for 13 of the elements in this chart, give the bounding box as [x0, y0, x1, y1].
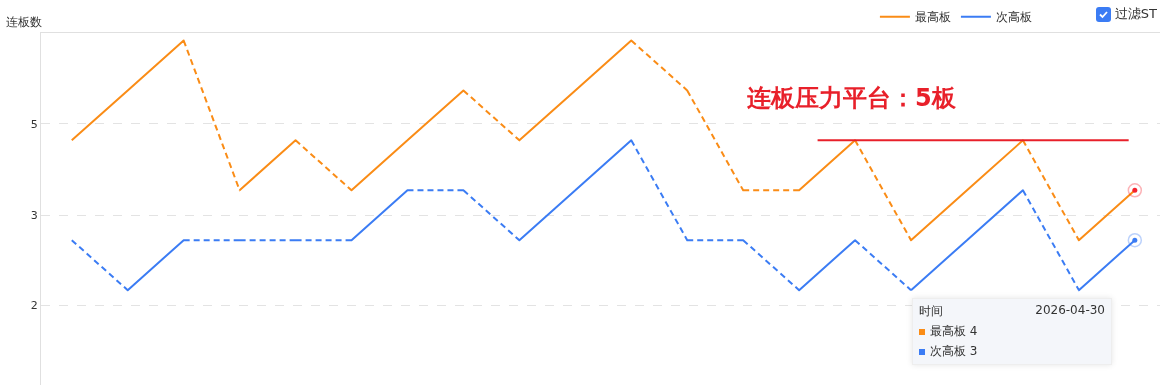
legend-label: 最高板 — [914, 10, 951, 25]
annotation: 次高板 3 — [930, 344, 978, 358]
y-tick-label: 2 — [30, 298, 38, 312]
text: 过滤ST — [1114, 5, 1157, 23]
ref-line-label: 连板压力平台：5板 — [746, 84, 957, 112]
annotation: 2026-04-30 — [1035, 303, 1105, 317]
line-series — [70, 39, 1136, 242]
y-tick-label: 5 — [30, 117, 38, 131]
y-tick-label: 3 — [30, 209, 38, 223]
annotation: 时间 — [919, 304, 943, 318]
legend-label: 次高板 — [995, 10, 1032, 25]
y-axis-title: 连板数 — [6, 15, 42, 29]
annotation: 最高板 4 — [930, 324, 978, 338]
